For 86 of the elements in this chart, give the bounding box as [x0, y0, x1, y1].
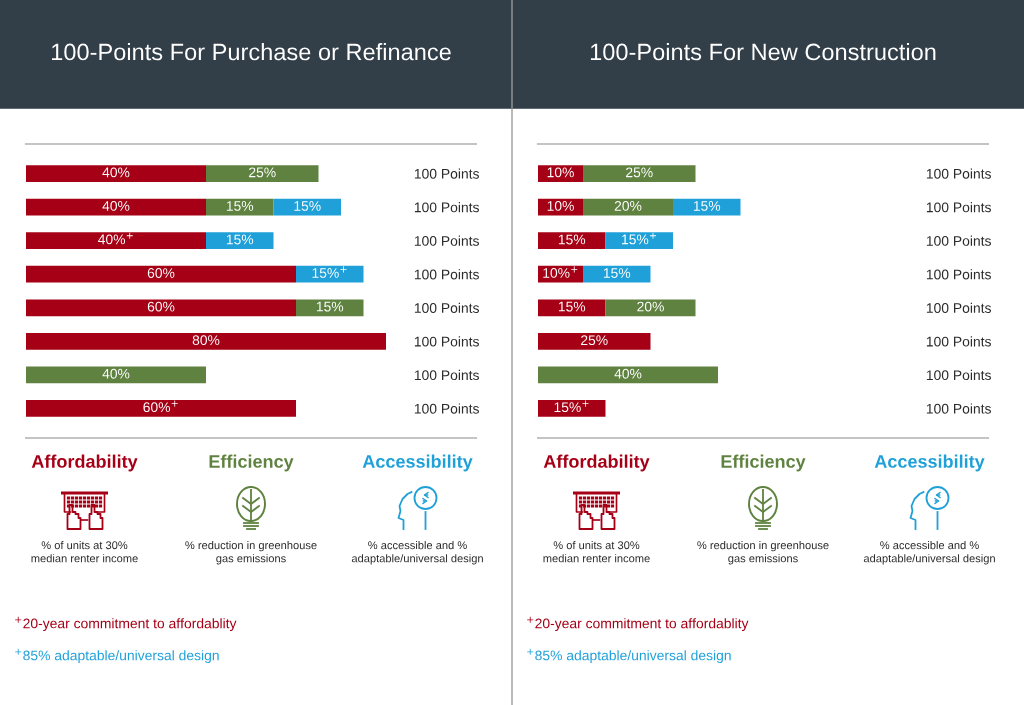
text: Affordability — [543, 454, 650, 472]
y-tick-label: 100 Points — [414, 302, 479, 313]
bar — [538, 232, 606, 250]
data-label: 15% — [603, 268, 631, 278]
y-tick-label: 100 Points — [414, 235, 479, 246]
text: % of units at 30% median renter income — [31, 541, 138, 563]
data-label: 40% — [102, 368, 130, 379]
y-tick-label: 100 Points — [926, 369, 991, 381]
data-label: 15% — [558, 301, 586, 312]
text: % of units at 30% median renter income — [543, 541, 650, 563]
data-label: 80% — [192, 335, 220, 346]
chart-title: 100-Points For Purchase or Refinance — [52, 43, 451, 61]
bar — [538, 332, 651, 350]
text: Affordability — [31, 454, 138, 472]
bar — [26, 299, 296, 317]
data-label: 20% — [614, 200, 642, 211]
data-label: 60%$^{+}$ — [143, 400, 178, 413]
text: $^{+}$20-year commitment to affordablity — [15, 616, 237, 632]
text: Efficiency — [721, 454, 806, 472]
text: $^{+}$85% adaptable/universal design — [527, 648, 731, 664]
data-label: 15%$^{+}$ — [554, 400, 589, 413]
bar — [538, 299, 606, 317]
y-tick-label: 100 Points — [926, 302, 991, 313]
data-label: 60% — [147, 268, 175, 278]
data-label: 15% — [226, 234, 254, 245]
data-label: 40%$^{+}$ — [98, 232, 133, 245]
data-label: 15% — [558, 234, 586, 245]
bar — [538, 265, 583, 283]
bar — [26, 265, 296, 283]
data-label: 15% — [316, 301, 344, 312]
data-label: 25% — [249, 167, 276, 178]
y-tick-label: 100 Points — [414, 269, 479, 280]
chart-title: 100-Points For New Construction — [590, 43, 936, 61]
bar — [538, 165, 583, 182]
bar — [296, 299, 364, 317]
y-tick-label: 100 Points — [414, 403, 479, 414]
bar — [26, 165, 206, 182]
y-tick-label: 100 Points — [414, 336, 479, 347]
y-tick-label: 100 Points — [926, 403, 991, 414]
text: % accessible and % adaptable/universal design — [863, 541, 995, 565]
y-tick-label: 100 Points — [414, 369, 479, 381]
bar — [605, 299, 696, 317]
y-tick-label: 100 Points — [926, 269, 991, 280]
y-tick-label: 100 Points — [926, 235, 991, 246]
data-label: 15% — [294, 201, 321, 211]
text: % accessible and % adaptable/universal design — [351, 541, 483, 565]
data-label: 20% — [637, 301, 664, 312]
data-label: 40% — [102, 200, 130, 211]
bar — [538, 366, 718, 384]
data-label: 40% — [614, 368, 642, 379]
data-label: 15%$^{+}$ — [312, 266, 347, 278]
bar — [26, 366, 206, 384]
text: Accessibility — [362, 454, 473, 472]
text: $^{+}$85% adaptable/universal design — [15, 648, 219, 664]
bar — [538, 400, 606, 417]
data-label: 40% — [102, 167, 130, 178]
data-label: 25% — [626, 167, 653, 178]
data-label: 10%$^{+}$ — [543, 266, 578, 278]
text: % reduction in greenhouse gas emissions — [185, 541, 317, 565]
bar — [296, 265, 364, 283]
y-tick-label: 100 Points — [414, 202, 479, 213]
y-tick-label: 100 Points — [926, 336, 991, 347]
data-label: 15%$^{+}$ — [622, 232, 657, 245]
bar — [583, 265, 651, 283]
data-label: 10% — [547, 167, 574, 178]
text: % reduction in greenhouse gas emissions — [697, 541, 829, 565]
text: Accessibility — [874, 454, 985, 472]
bar — [26, 400, 296, 417]
bar — [605, 232, 673, 250]
bar — [583, 165, 696, 182]
bar — [206, 165, 319, 182]
bar — [206, 232, 274, 250]
data-label: 60% — [147, 301, 175, 312]
bar — [26, 198, 206, 216]
bar — [26, 232, 206, 250]
y-tick-label: 100 Points — [414, 168, 479, 179]
data-label: 15% — [693, 201, 721, 211]
data-label: 10% — [547, 200, 574, 211]
text: $^{+}$20-year commitment to affordablity — [527, 616, 749, 632]
y-tick-label: 100 Points — [926, 168, 991, 179]
data-label: 15% — [226, 201, 254, 211]
data-label: 25% — [581, 335, 608, 346]
bar — [26, 332, 386, 350]
y-tick-label: 100 Points — [926, 202, 991, 213]
bar — [583, 198, 673, 216]
text: Efficiency — [209, 454, 294, 472]
